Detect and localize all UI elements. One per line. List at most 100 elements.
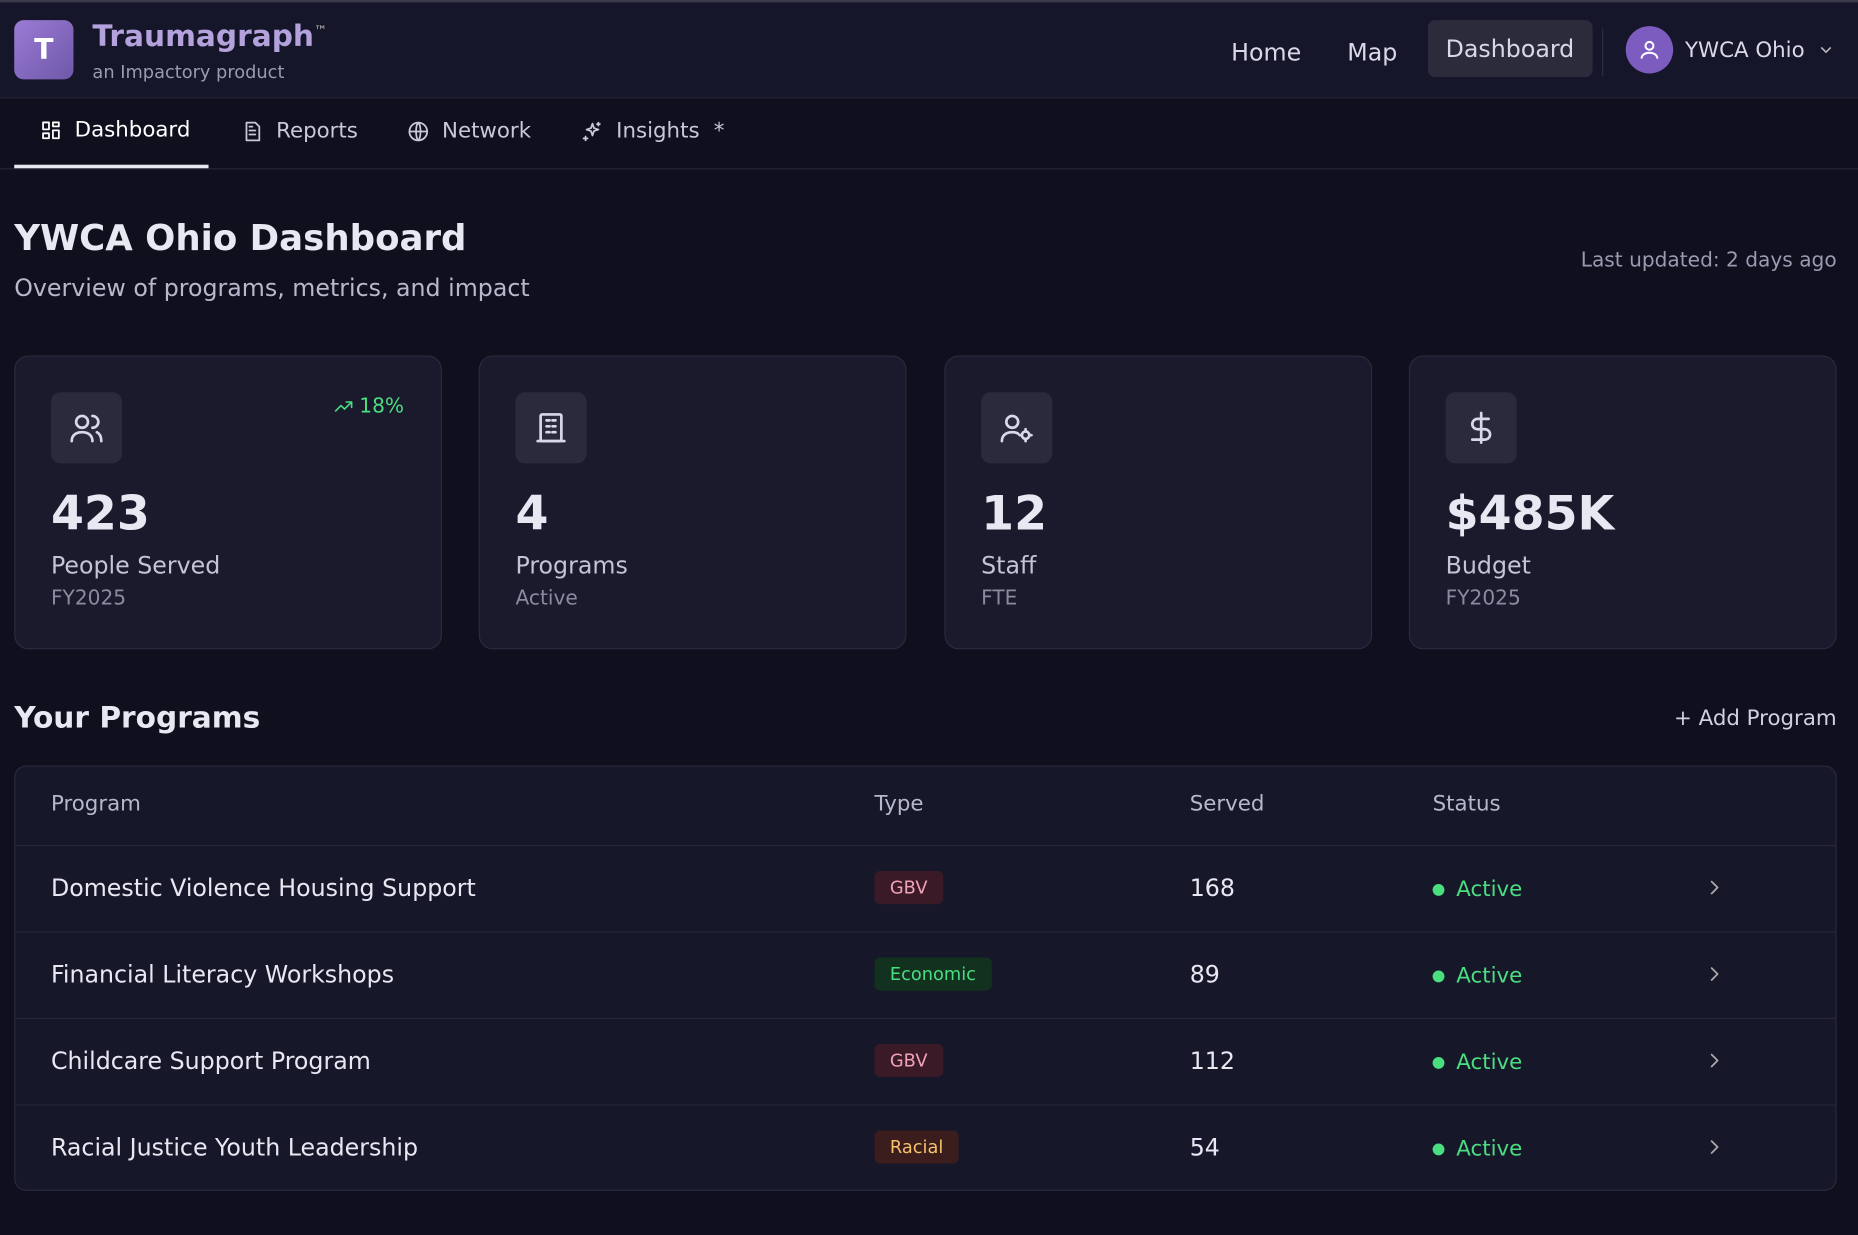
- status-dot: [1432, 1056, 1445, 1069]
- status-label: Active: [1456, 963, 1523, 989]
- user-menu[interactable]: YWCA Ohio: [1625, 26, 1836, 74]
- logo[interactable]: T: [14, 20, 74, 80]
- icon-box: [515, 392, 587, 464]
- tab-label: Insights: [616, 118, 700, 144]
- column-header: Type: [874, 791, 924, 817]
- program-row[interactable]: Racial Justice Youth Leadership Racial 54 A…: [15, 1104, 1836, 1189]
- icon: [42, 120, 60, 139]
- trend: 18%: [333, 394, 405, 419]
- row-chevron[interactable]: [1703, 876, 1727, 904]
- tab-label: Dashboard: [74, 117, 191, 143]
- nav-link[interactable]: Home: [1231, 37, 1302, 67]
- stat-label: People Served: [50, 551, 221, 580]
- stat-card: 18% 423 People Served FY2025: [14, 355, 442, 650]
- brand: Traumagraph™: [92, 19, 327, 53]
- icon: [335, 401, 353, 412]
- brand-name: Traumagraph: [92, 18, 315, 54]
- row-chevron[interactable]: [1703, 962, 1727, 990]
- add-program[interactable]: + Add Program: [1673, 706, 1837, 732]
- icon: [1710, 880, 1719, 895]
- program-name: Domestic Violence Housing Support: [50, 873, 476, 902]
- user-icon: [1640, 40, 1659, 59]
- tab[interactable]: Network: [406, 118, 531, 143]
- tab[interactable]: Reports: [241, 118, 358, 143]
- status: Active: [1432, 963, 1523, 989]
- row-chevron[interactable]: [1703, 1049, 1727, 1077]
- stat-card: 12 Staff FTE: [944, 355, 1373, 650]
- tab-label: Reports: [276, 118, 358, 144]
- page-title: YWCA Ohio Dashboard: [14, 218, 467, 260]
- program-name: Childcare Support Program: [50, 1046, 371, 1075]
- status-dot: [1432, 883, 1445, 896]
- type-badge: GBV: [874, 1043, 943, 1078]
- tab-label: Network: [441, 118, 532, 144]
- icon: [245, 121, 261, 141]
- stat-value: 423: [50, 487, 150, 542]
- program-row[interactable]: Domestic Violence Housing Support GBV 168 A…: [15, 844, 1836, 933]
- icon-box: [1445, 392, 1517, 464]
- trend-value: 18%: [359, 394, 405, 419]
- served: 89: [1189, 959, 1220, 989]
- icon: [1710, 967, 1719, 981]
- status-dot: [1432, 969, 1445, 982]
- tagline: an Impactory product: [92, 61, 285, 83]
- stat-label: Programs: [515, 551, 628, 580]
- stat-label: Budget: [1445, 551, 1531, 580]
- icon: [1000, 414, 1033, 443]
- stat-value: 12: [981, 487, 1048, 542]
- icon: [1470, 411, 1492, 444]
- column-header: Program: [50, 791, 141, 817]
- nav-link-active[interactable]: Dashboard: [1427, 20, 1592, 78]
- column-header: Status: [1432, 791, 1501, 817]
- section-title: Your Programs: [14, 700, 261, 735]
- stat-sub: FY2025: [1445, 586, 1521, 611]
- trademark: ™: [314, 23, 328, 39]
- program-row[interactable]: Financial Literacy Workshops Economic 89 Ac…: [15, 931, 1836, 1019]
- stat-value: $485K: [1445, 487, 1615, 542]
- status: Active: [1432, 1049, 1523, 1075]
- chevron-down: [1820, 46, 1832, 54]
- stat-sub: FY2025: [50, 586, 127, 611]
- stat-card: $485K Budget FY2025: [1408, 355, 1837, 650]
- icon-box: [50, 392, 123, 464]
- last-updated: Last updated: 2 days ago: [1580, 248, 1837, 273]
- tab-underline: [14, 164, 209, 169]
- program-name: Financial Literacy Workshops: [50, 959, 395, 989]
- tab[interactable]: Dashboard: [39, 117, 190, 142]
- served: 112: [1189, 1046, 1235, 1075]
- icon: [1710, 1053, 1719, 1068]
- status-dot: [1432, 1142, 1445, 1155]
- icon-box: [981, 392, 1053, 464]
- top-bar: T Traumagraph™ an Impactory product Home…: [0, 0, 1858, 99]
- tab[interactable]: Insights *: [581, 118, 725, 144]
- type-badge: Racial: [874, 1130, 959, 1164]
- nav-link[interactable]: Map: [1347, 37, 1398, 67]
- type-badge: GBV: [874, 870, 943, 905]
- tab-bar: Dashboard Reports Network Insights *: [0, 98, 1858, 170]
- served: 54: [1189, 1132, 1220, 1162]
- icon: [582, 121, 601, 141]
- icon: [536, 413, 566, 443]
- status-label: Active: [1456, 1049, 1523, 1075]
- tab-marker: *: [713, 118, 725, 144]
- program-row[interactable]: Childcare Support Program GBV 112 Active: [15, 1017, 1836, 1106]
- stat-card: 4 Programs Active: [478, 355, 907, 650]
- programs-table: Program Type Served Status Domestic Violence…: [14, 765, 1837, 1191]
- status: Active: [1432, 877, 1522, 902]
- stat-sub: Active: [515, 586, 578, 611]
- divider: [1602, 28, 1604, 76]
- avatar: [1625, 26, 1674, 74]
- stat-label: Staff: [981, 551, 1037, 580]
- icon: [1710, 1140, 1719, 1154]
- icon: [408, 121, 429, 141]
- stat-sub: FTE: [981, 586, 1018, 611]
- row-chevron[interactable]: [1703, 1135, 1727, 1163]
- status-label: Active: [1456, 1136, 1523, 1162]
- page-subtitle: Overview of programs, metrics, and impac…: [14, 273, 530, 303]
- icon: [70, 414, 103, 443]
- status: Active: [1432, 1136, 1523, 1162]
- user-name: YWCA Ohio: [1684, 37, 1805, 63]
